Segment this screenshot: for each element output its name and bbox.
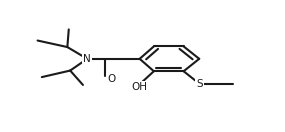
Text: O: O xyxy=(107,74,115,84)
Text: S: S xyxy=(196,79,203,89)
Text: OH: OH xyxy=(132,82,148,92)
Text: N: N xyxy=(83,54,91,64)
